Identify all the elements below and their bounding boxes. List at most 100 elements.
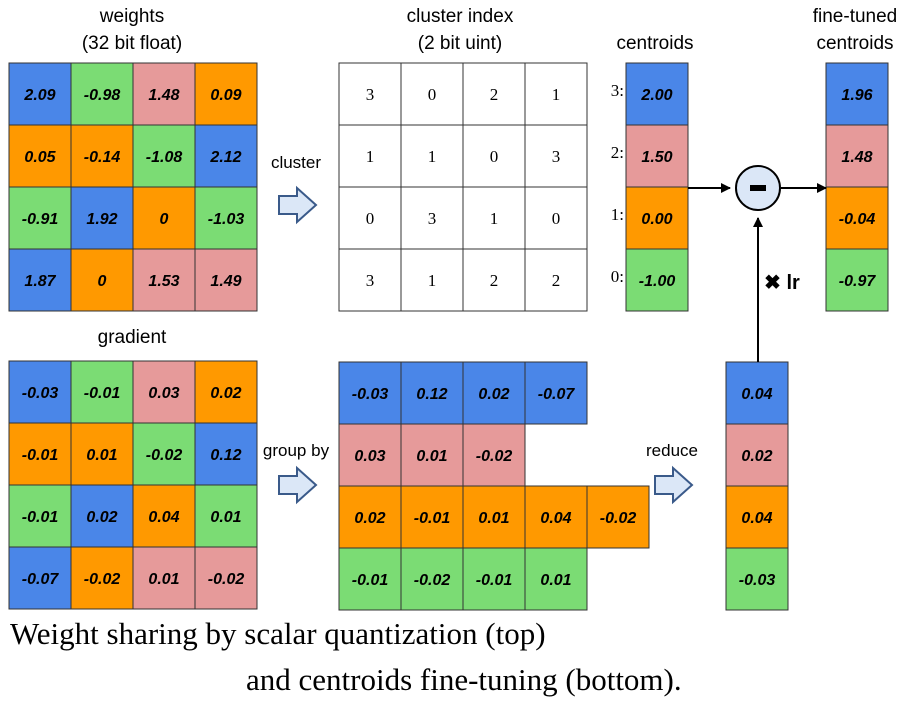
cell-value: 0.02 — [478, 386, 509, 403]
cell-value: -0.02 — [600, 510, 637, 527]
matrix-cell: 0.01 — [70, 422, 134, 486]
matrix-cell: -0.91 — [8, 186, 72, 250]
cell-bg — [400, 62, 464, 126]
matrix-cell: 0 — [70, 248, 134, 312]
cell-bg — [194, 422, 258, 486]
index-cell: 0 — [400, 62, 464, 126]
cell-value: 2 — [552, 271, 561, 290]
cell-value: -0.02 — [84, 571, 121, 588]
cluster-index-title-line2: (2 bit uint) — [418, 33, 502, 54]
matrix-cell: -0.01 — [8, 484, 72, 548]
matrix-cell: -0.14 — [70, 124, 134, 188]
matrix-cell: 0.05 — [8, 124, 72, 188]
cell-value: -0.01 — [414, 510, 451, 527]
centroid-index-label: 2: — [611, 143, 624, 162]
matrix-cell: -0.02 — [194, 546, 258, 610]
cell-bg — [825, 248, 889, 312]
cell-value: 1.48 — [148, 87, 179, 104]
cell-value: -0.01 — [352, 572, 389, 589]
cell-bg — [524, 248, 588, 312]
cell-value: 0.04 — [540, 510, 571, 527]
cell-bg — [825, 62, 889, 126]
cell-bg — [338, 547, 402, 611]
cell-bg — [338, 62, 402, 126]
cell-value: -0.02 — [208, 571, 245, 588]
cell-bg — [8, 62, 72, 126]
index-cell: 1 — [400, 248, 464, 312]
cluster-index-matrix: 3 0 2 1 1 1 0 3 0 3 1 0 3 1 2 2 — [338, 62, 588, 312]
cell-value: 0.00 — [641, 211, 672, 228]
grouped-cell: 0.01 — [524, 547, 588, 611]
cell-value: 0.01 — [86, 447, 117, 464]
cell-bg — [132, 484, 196, 548]
cell-value: 0.09 — [210, 87, 241, 104]
fine-tuned-title-line2: centroids — [816, 33, 893, 54]
cell-value: 0.04 — [148, 509, 179, 526]
cluster-arrow-icon — [278, 185, 318, 225]
cell-value: -1.08 — [146, 149, 183, 166]
cell-bg — [462, 485, 526, 549]
cell-bg — [625, 248, 689, 312]
cell-value: 2.09 — [23, 87, 55, 104]
cell-value: 0.03 — [148, 385, 179, 402]
cell-bg — [70, 186, 134, 250]
cell-bg — [8, 248, 72, 312]
cell-value: 1 — [366, 147, 375, 166]
matrix-cell: 0.09 — [194, 62, 258, 126]
cell-bg — [462, 62, 526, 126]
grouped-cell: -0.01 — [400, 485, 464, 549]
cell-bg — [132, 422, 196, 486]
cell-bg — [194, 186, 258, 250]
index-cell: 0 — [524, 186, 588, 250]
group-by-arrow-icon — [278, 465, 318, 505]
index-cell: 1 — [524, 62, 588, 126]
cell-value: -0.07 — [22, 571, 60, 588]
cell-value: -0.97 — [839, 273, 877, 290]
cell-bg — [70, 124, 134, 188]
cell-bg — [338, 248, 402, 312]
grouped-cell: 0.04 — [524, 485, 588, 549]
cell-value: -0.01 — [476, 572, 513, 589]
cell-bg — [524, 124, 588, 188]
matrix-cell: 1.49 — [194, 248, 258, 312]
cell-bg — [625, 62, 689, 126]
matrix-cell: 0.03 — [132, 360, 196, 424]
cell-value: 2.12 — [209, 149, 241, 166]
column-cell: -0.04 — [825, 186, 889, 250]
grouped-cell: 0.03 — [338, 423, 402, 487]
cell-value: 1 — [490, 209, 499, 228]
cell-bg — [70, 422, 134, 486]
grouped-cell: -0.03 — [338, 361, 402, 425]
cell-bg — [194, 484, 258, 548]
cell-bg — [194, 124, 258, 188]
cell-value: -0.07 — [538, 386, 576, 403]
cluster-label: cluster — [271, 153, 321, 172]
cell-value: 2 — [490, 271, 499, 290]
matrix-cell: -0.98 — [70, 62, 134, 126]
column-cell: 1.96 — [825, 62, 889, 126]
matrix-cell: -1.03 — [194, 186, 258, 250]
matrix-cell: 1.92 — [70, 186, 134, 250]
cell-bg — [194, 62, 258, 126]
cell-value: -0.91 — [22, 211, 59, 228]
reduce-arrow-icon — [654, 465, 694, 505]
index-cell: 1 — [338, 124, 402, 188]
cell-bg — [338, 186, 402, 250]
index-cell: 2 — [462, 248, 526, 312]
cell-bg — [462, 248, 526, 312]
cell-value: -0.03 — [739, 572, 776, 589]
cell-value: 0.01 — [540, 572, 571, 589]
cell-value: 1.48 — [841, 149, 872, 166]
gradient-title: gradient — [98, 327, 167, 348]
index-cell: 0 — [462, 124, 526, 188]
centroids-column: 2.00 3: 1.50 2: 0.00 1: -1.00 0: — [611, 62, 689, 312]
cell-bg — [194, 546, 258, 610]
matrix-cell: 0.04 — [132, 484, 196, 548]
cell-bg — [194, 360, 258, 424]
cell-value: -0.03 — [352, 386, 389, 403]
cell-bg — [462, 124, 526, 188]
index-cell: 3 — [524, 124, 588, 188]
cell-bg — [524, 485, 588, 549]
cell-value: 1.96 — [841, 87, 872, 104]
